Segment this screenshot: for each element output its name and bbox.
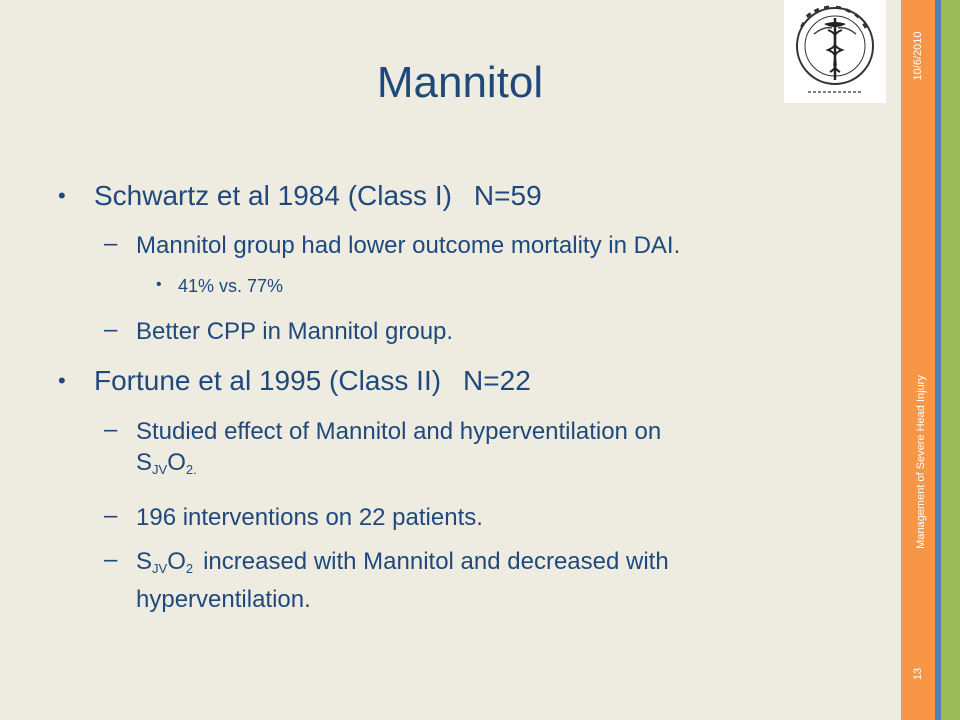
sjvo2-sub-2: 2 (185, 561, 194, 576)
sub-bullet-studied: Studied effect of Mannitol and hypervent… (136, 416, 661, 485)
sjvo2-sub-2: 2. (185, 462, 197, 477)
sub-bullet-cpp: Better CPP in Mannitol group. (136, 318, 454, 345)
sjvo2-sub-jv: JV (152, 462, 168, 477)
dash-bullet: – (104, 316, 118, 343)
bullet-dot: • (58, 368, 66, 393)
dash-bullet: – (104, 230, 118, 257)
caduceus-seal-icon (784, 0, 886, 103)
side-bar-blue (935, 0, 941, 720)
bullet-schwartz: Schwartz et al 1984 (Class I) N=59 (94, 180, 542, 212)
sjvo2-s: S (136, 548, 153, 575)
bullet-fortune-text: Fortune et al 1995 (Class II) (94, 365, 442, 396)
sub-bullet-increased: SJVO2 increased with Mannitol and decreas… (136, 546, 669, 615)
slide-number: 13 (912, 667, 924, 681)
sjvo2-sub-jv: JV (152, 561, 168, 576)
sub-bullet-studied-line2: SJVO2. (136, 447, 661, 485)
sjvo2-s: S (136, 449, 153, 476)
sub-bullet-interventions: 196 interventions on 22 patients. (136, 504, 483, 531)
dash-bullet: – (104, 502, 118, 529)
bullet-schwartz-n: N=59 (473, 180, 542, 211)
dash-bullet: – (104, 416, 118, 443)
bullet-fortune: Fortune et al 1995 (Class II) N=22 (94, 365, 531, 397)
sub-bullet-studied-line1: Studied effect of Mannitol and hypervent… (136, 418, 662, 445)
sjvo2-o: O (167, 449, 186, 476)
bullet-dot-small: • (156, 276, 162, 293)
slide-title: Mannitol (376, 58, 544, 107)
bullet-fortune-n: N=22 (463, 365, 531, 396)
side-bar-orange (901, 0, 935, 720)
dash-bullet: – (104, 546, 118, 573)
sub-sub-bullet-percent: 41% vs. 77% (178, 276, 284, 296)
sub-bullet-increased-text: increased with Mannitol and decreased wi… (203, 548, 669, 575)
sjvo2-o: O (167, 548, 186, 575)
bullet-dot: • (58, 183, 66, 208)
sub-bullet-mortality: Mannitol group had lower outcome mortali… (136, 232, 681, 259)
sub-bullet-increased-line1: SJVO2 increased with Mannitol and decreas… (136, 546, 669, 584)
bullet-schwartz-text: Schwartz et al 1984 (Class I) (94, 180, 452, 211)
side-bar-green (941, 0, 960, 720)
slide-footer: Management of Severe Head Injury (915, 375, 927, 549)
sub-bullet-increased-line2: hyperventilation. (136, 586, 311, 613)
